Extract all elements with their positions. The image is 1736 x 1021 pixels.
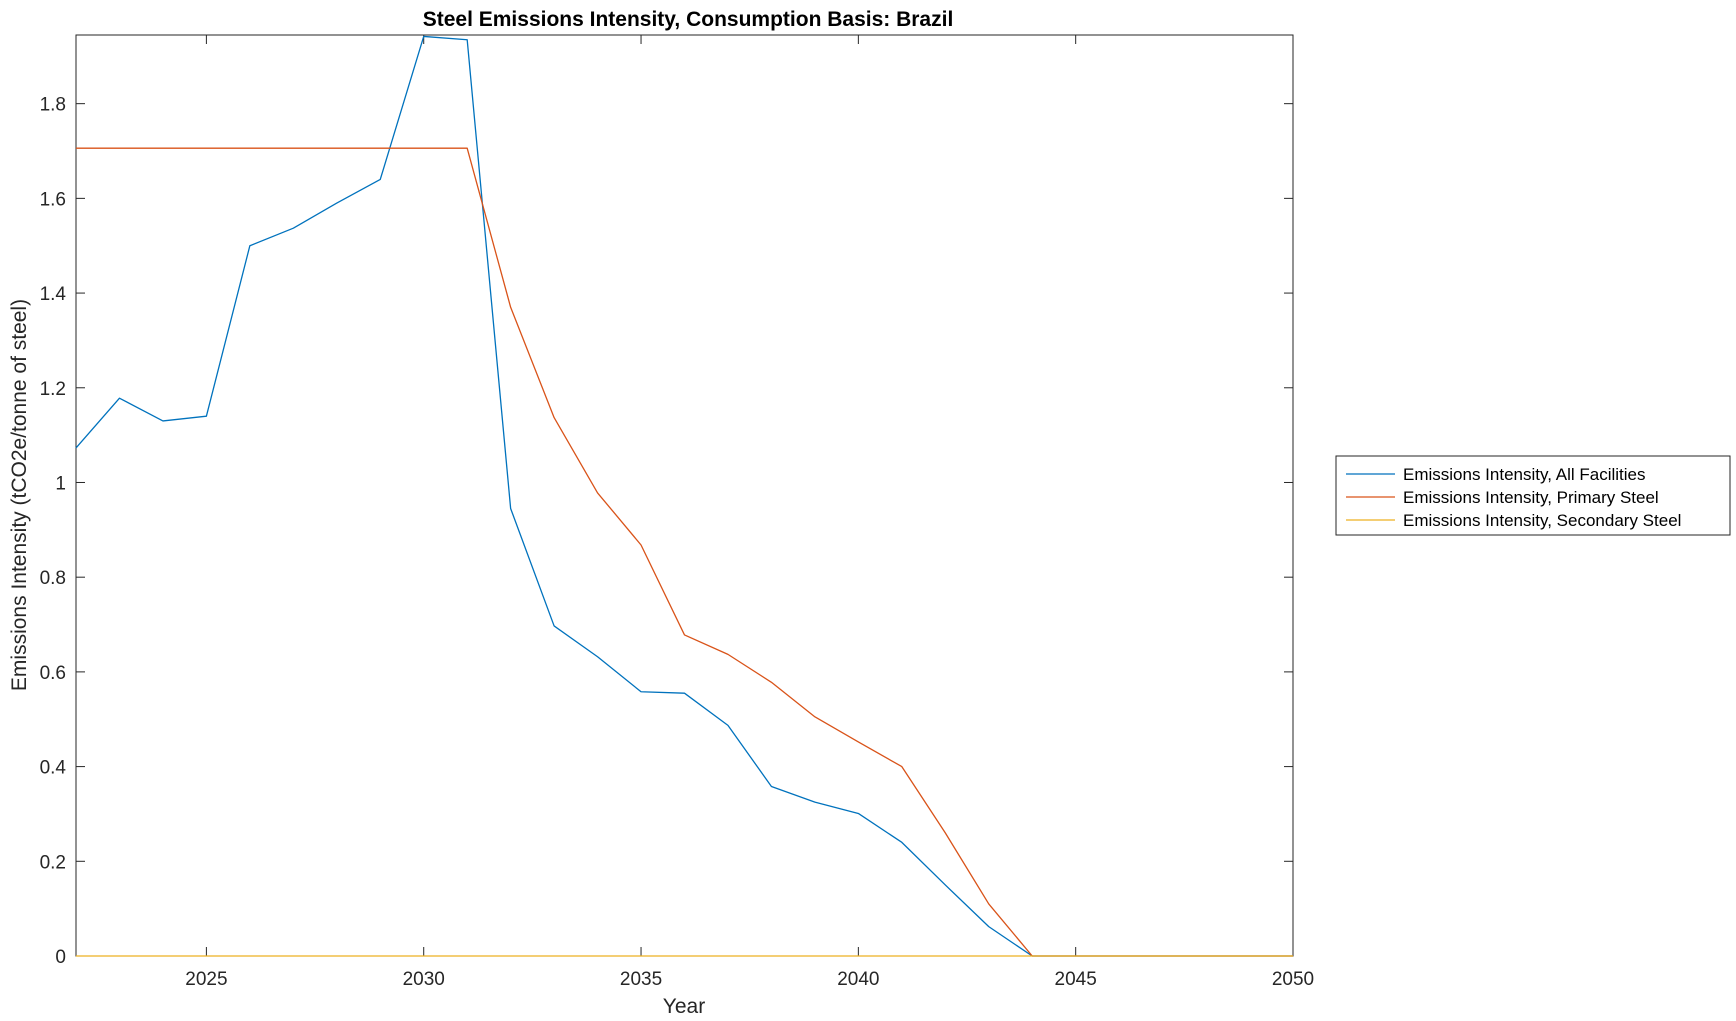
y-axis-title: Emissions Intensity (tCO2e/tonne of stee… (8, 299, 31, 691)
plot-area: 00.20.40.60.811.21.41.61.8 2025 2030 2035 2… (40, 34, 1314, 990)
y-tick-label: 0.8 (40, 568, 66, 589)
legend: Emissions Intensity, All Facilities Emiss… (1335, 455, 1731, 536)
x-tick-label: 2025 (185, 969, 227, 990)
x-axis-ticks: 2025 2030 2035 2040 2045 2050 (185, 35, 1314, 990)
x-tick-label: 2030 (403, 969, 445, 990)
y-tick-label: 1.4 (40, 284, 67, 305)
x-tick-label: 2035 (620, 969, 662, 990)
y-tick-label: 1 (55, 473, 66, 494)
y-tick-label: 1.2 (40, 379, 66, 400)
x-axis-title: Year (663, 995, 705, 1018)
x-tick-label: 2050 (1272, 969, 1314, 990)
x-tick-label: 2045 (1055, 969, 1097, 990)
y-tick-label: 1.8 (40, 95, 66, 116)
legend-label-2: Emissions Intensity, Primary Steel (1403, 488, 1659, 507)
y-tick-label: 0.6 (40, 663, 66, 684)
y-tick-label: 1.6 (40, 189, 66, 210)
y-tick-label: 0.2 (40, 852, 66, 873)
y-tick-label: 0.4 (40, 758, 67, 779)
plot-frame (75, 34, 1294, 957)
legend-label-1: Emissions Intensity, All Facilities (1403, 465, 1645, 484)
y-axis-ticks: 0 0.2 0.4 0.6 0.8 1 1.2 1.4 1.6 1.8 (40, 95, 1293, 968)
legend-label-3: Emissions Intensity, Secondary Steel (1403, 511, 1681, 530)
x-tick-label: 2040 (837, 969, 879, 990)
y-tick-label: 0 (55, 947, 66, 968)
chart-title: Steel Emissions Intensity, Consumption B… (423, 8, 954, 31)
legend-box (1335, 455, 1731, 536)
series-lines (75, 35, 1293, 957)
